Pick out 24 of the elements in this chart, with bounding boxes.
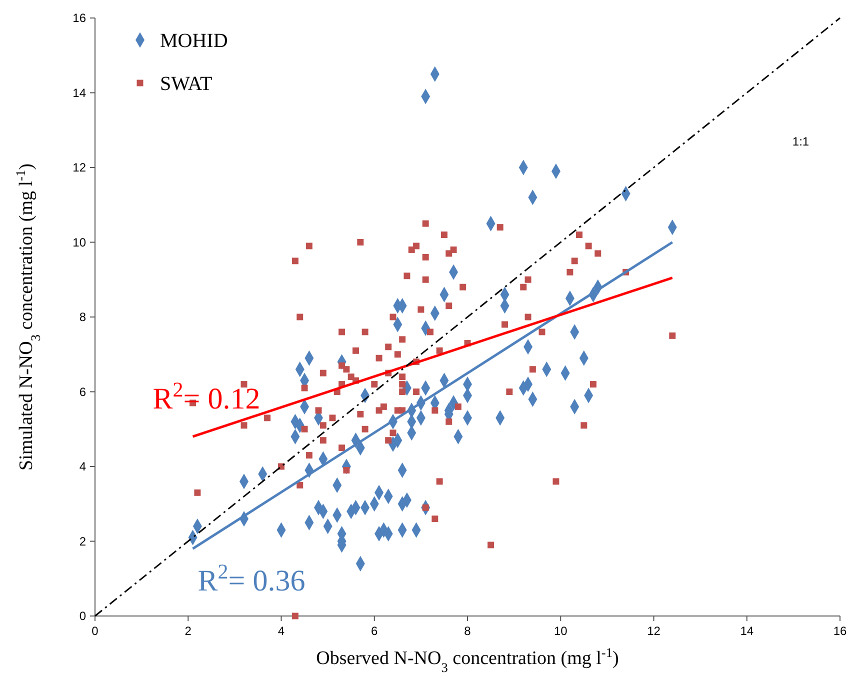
y-tick-label: 16: [72, 11, 86, 25]
x-tick-label: 16: [833, 624, 847, 638]
x-tick-label: 8: [464, 624, 472, 638]
x-tick-label: 0: [92, 624, 99, 638]
y-tick-label: 10: [72, 235, 86, 250]
x-tick-label: 14: [740, 624, 754, 638]
y-tick-label: 14: [72, 86, 86, 100]
x-tick-label: 12: [647, 624, 661, 638]
legend-label: SWAT: [160, 73, 212, 95]
annotation: R$^{2}$= 0.36: [198, 560, 306, 598]
legend-label: MOHID: [160, 30, 228, 52]
x-tick-label: 4: [278, 624, 285, 638]
y-tick-label: 0: [79, 609, 86, 623]
y-tick-label: 12: [72, 160, 86, 174]
y-tick-label: 2: [79, 534, 86, 548]
y-tick-label: 4: [79, 460, 86, 474]
x-tick-label: 6: [371, 624, 378, 638]
annotation: 1:1: [792, 134, 810, 149]
annotation: R$^{2}$= 0.12: [152, 378, 260, 416]
x-axis-title: Observed N-NO$_{3}$ concentration (mg l$^{-1}$): [316, 644, 619, 674]
x-tick-label: 2: [184, 624, 192, 638]
x-tick-label: 10: [554, 624, 568, 638]
y-tick-label: 8: [79, 310, 86, 324]
y-tick-label: 6: [79, 384, 86, 399]
